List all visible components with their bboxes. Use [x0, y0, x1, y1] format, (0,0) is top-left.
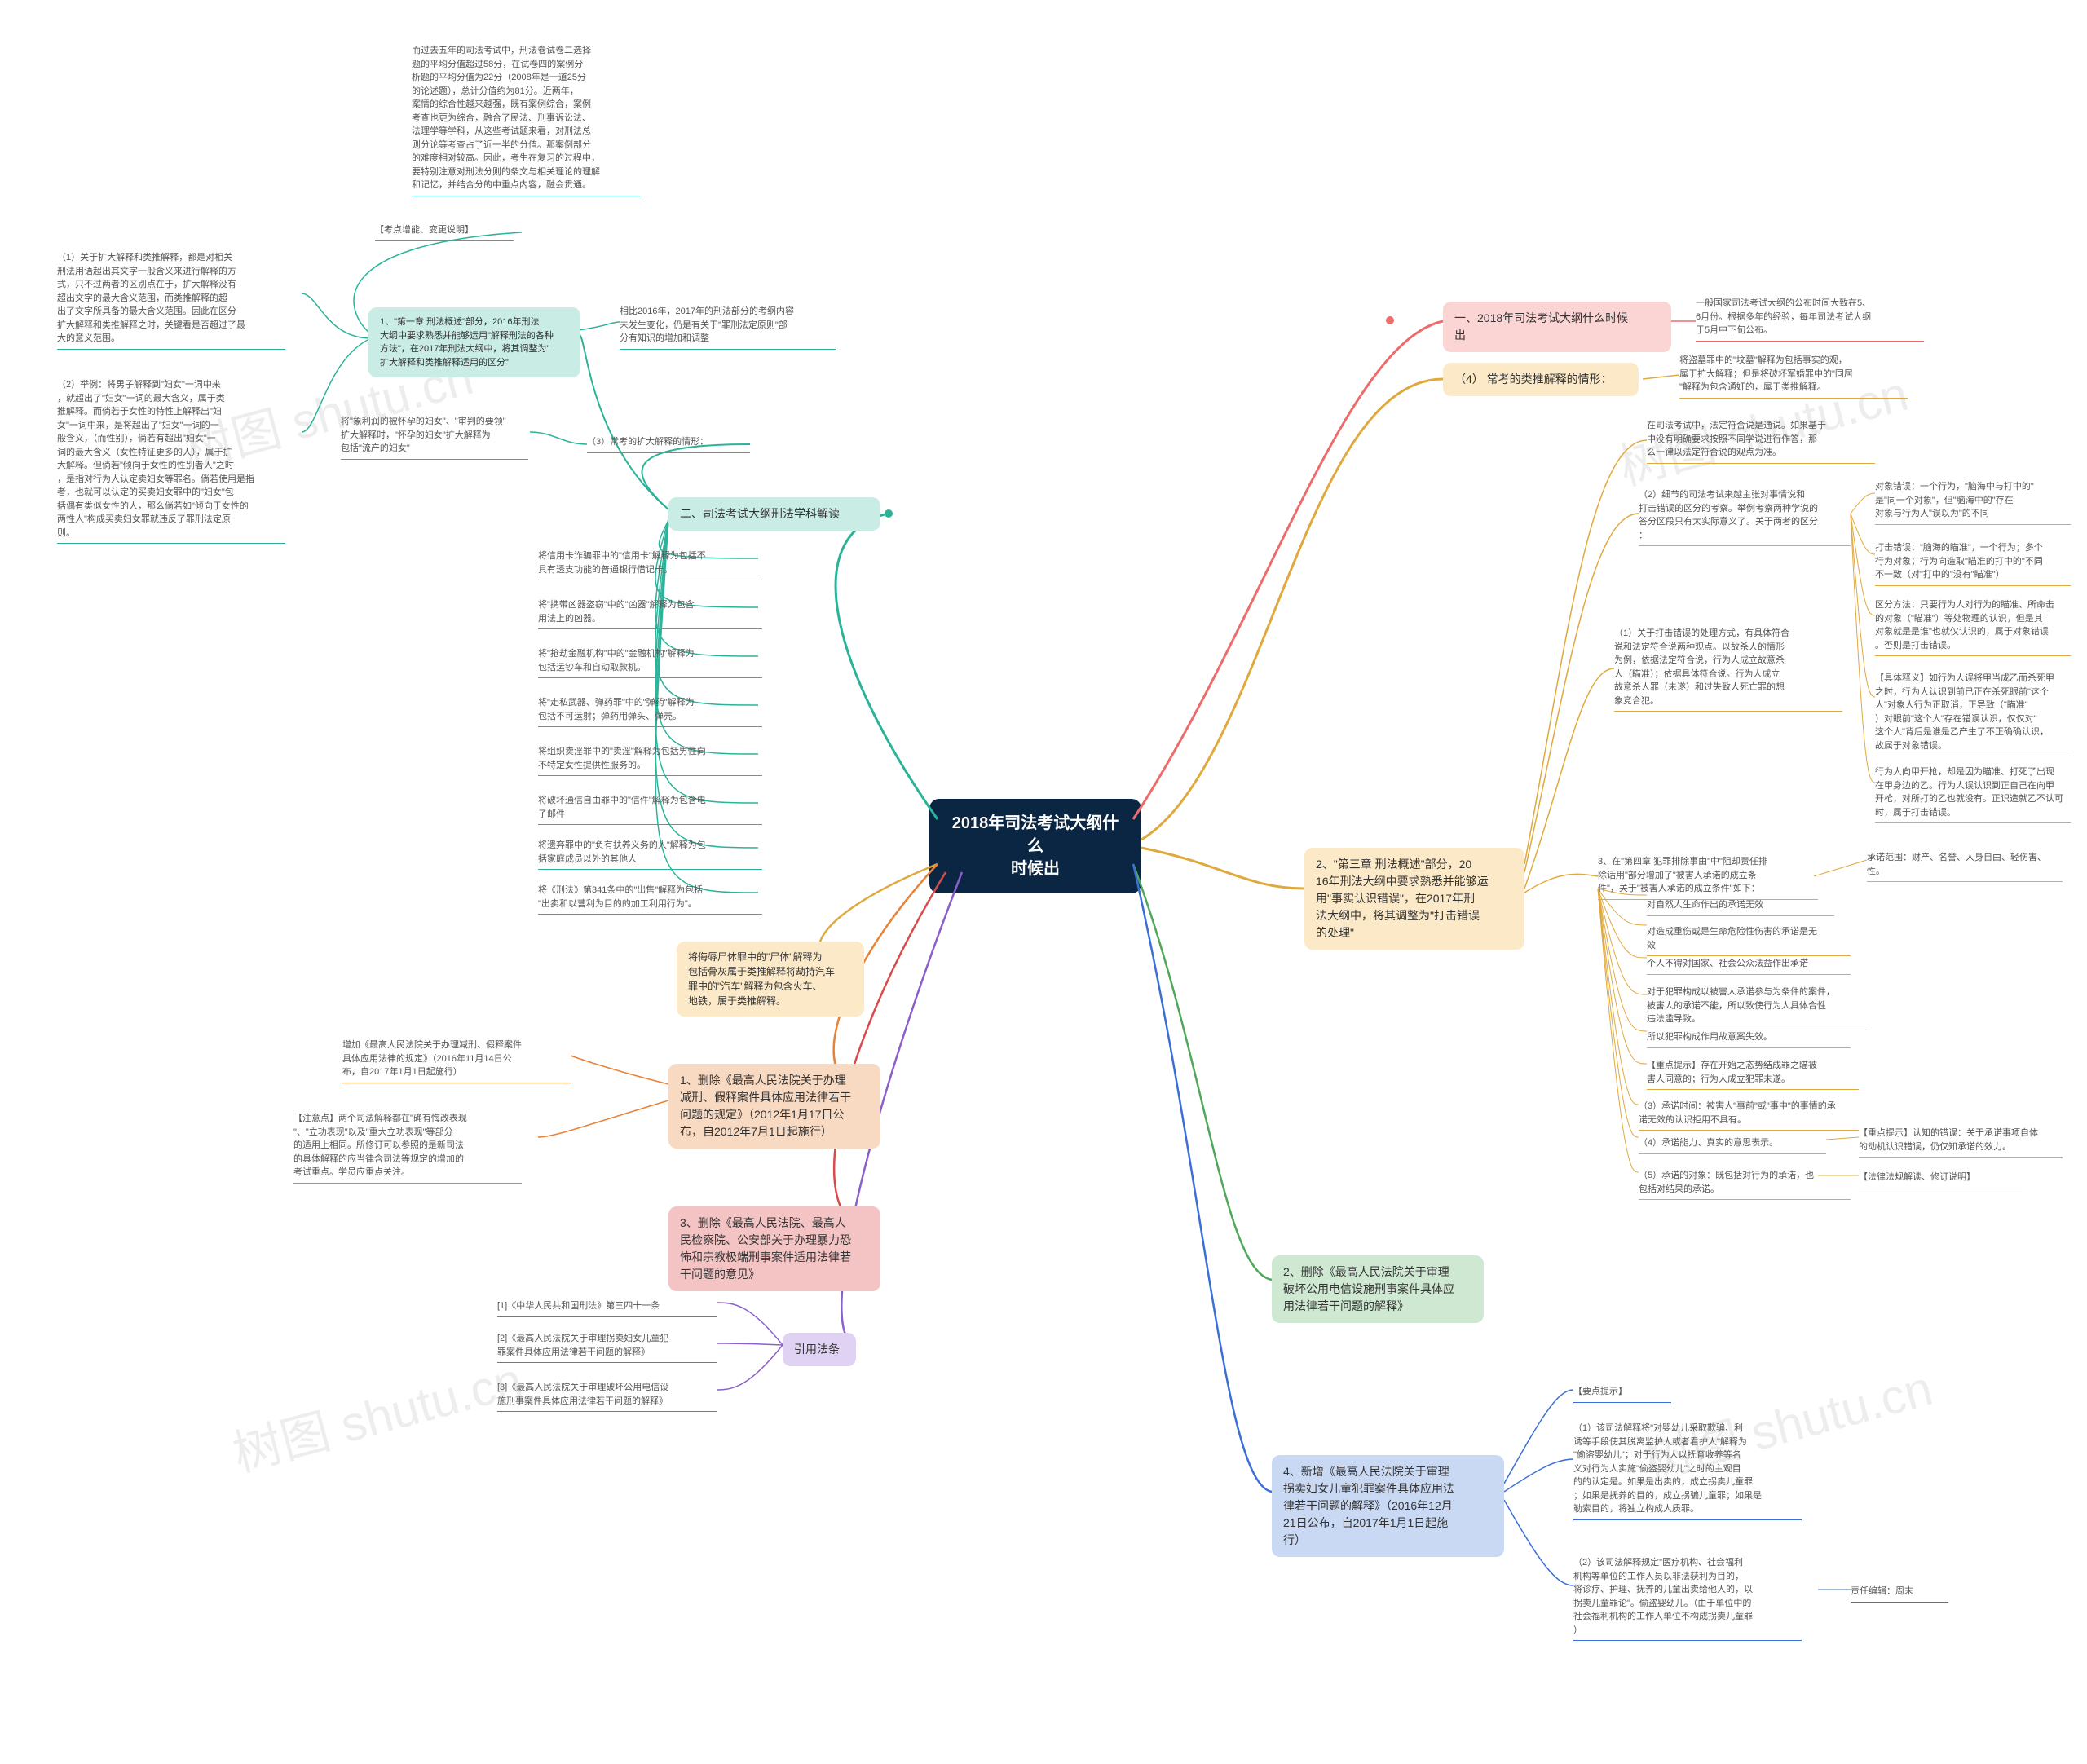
leaf: （4）承诺能力、真实的意思表示。: [1639, 1133, 1826, 1154]
leaf: 【要点提示】: [1573, 1382, 1671, 1403]
leaf: 【考点增能、变更说明】: [375, 220, 514, 241]
leaf: 3、在"第四章 犯罪排除事由"中"阻却责任排 除话用"部分增加了"被害人承诺的成…: [1598, 852, 1818, 900]
leaf: 所以犯罪构成作用故意案失效。: [1647, 1027, 1851, 1048]
branch-amber-node: 2、"第三章 刑法概述"部分，20 16年刑法大纲中要求熟悉并能够运 用"事实认…: [1304, 848, 1524, 950]
leaf: 一般国家司法考试大纲的公布时间大致在5、 6月份。根据多年的经验，每年司法考试大…: [1696, 293, 1924, 342]
teal-sub3-label: （3）常考的扩大解释的情形：: [587, 432, 750, 453]
branch-green-node: 2、删除《最高人民法院关于审理 破坏公用电信设施刑事案件具体应 用法律若干问题的…: [1272, 1255, 1484, 1323]
root-node: 2018年司法考试大纲什么 时候出: [929, 799, 1141, 893]
leaf: （2）举例：将男子解释到"妇女"一词中来 ，就超出了"妇女"一词的最大含义，属于…: [57, 375, 285, 544]
leaf: 个人不得对国家、社会公众法益作出承诺: [1647, 954, 1851, 975]
leaf: 行为人向甲开枪，却是因为瞄准、打死了出现 在甲身边的乙。行为人误认识到正自己在向…: [1875, 762, 2071, 823]
leaf: 增加《最高人民法院关于办理减刑、假释案件 具体应用法律的规定》（2016年11月…: [342, 1035, 571, 1083]
leaf: 将盗墓罪中的"坟墓"解释为包括事实的观， 属于扩大解释；但是将破坏军婚罪中的"同…: [1679, 351, 1908, 399]
leaf: 【重点提示】认知的错误：关于承诺事项自体 的动机认识错误，仍仅知承诺的效力。: [1859, 1123, 2063, 1158]
leaf: 区分方法：只要行为人对行为的瞄准、所命击 的对象（"瞄准"）等处物理的认识，但是…: [1875, 595, 2071, 656]
leaf: 对自然人生命作出的承诺无效: [1647, 895, 1834, 916]
branch-red-node: 一、2018年司法考试大纲什么时候 出: [1443, 302, 1671, 352]
leaf: 对象错误：一个行为，"脑海中与打中的" 是"同一个对象"，但"脑海中的"存在 对…: [1875, 477, 2071, 525]
leaf: 对于犯罪构成以被害人承诺参与为条件的案件， 被害人的承诺不能，所以致使行为人具体…: [1647, 982, 1867, 1030]
leaf: 将"象利润的被怀孕的妇女"、"审判的要领" 扩大解释时，"怀孕的妇女"扩大解释为…: [341, 412, 528, 460]
leaf: 将遗弃罪中的"负有扶养义务的人"解释为包 括家庭成员以外的其他人: [538, 836, 762, 870]
leaf: （5）承诺的对象：既包括对行为的承诺，也 包括对结果的承诺。: [1639, 1166, 1851, 1200]
branch-blue-node: 4、新增《最高人民法院关于审理 拐卖妇女儿童犯罪案件具体应用法 律若干问题的解释…: [1272, 1455, 1504, 1557]
leaf: 而过去五年的司法考试中，刑法卷试卷二选择 题的平均分值超过58分，在试卷四的案例…: [412, 41, 640, 196]
leaf: （1）关于打击错误的处理方式，有具体符合 说和法定符合说两种观点。以故杀人的情形…: [1614, 624, 1842, 712]
leaf: 承诺范围：财产、名誉、人身自由、轻伤害、 性。: [1867, 848, 2063, 882]
leaf: 相比2016年，2017年的刑法部分的考纲内容 未发生变化，仍是有关于"罪刑法定…: [620, 302, 836, 350]
leaf: 在司法考试中，法定符合说是通说。如果基于 中没有明确要求按照不同学说进行作答，那…: [1647, 416, 1875, 464]
leaf: （3）承诺时间：被害人"事前"或"事中"的事情的承 诺无效的认识拒用不具有。: [1639, 1096, 1859, 1131]
branch-orange-node: 1、删除《最高人民法院关于办理 减刑、假释案件具体应用法律若干 问题的规定》（2…: [668, 1064, 880, 1149]
leaf: （1）关于扩大解释和类推解释，都是对相关 刑法用语超出其文字一般含义来进行解释的…: [57, 248, 285, 350]
leaf: 【注意点】两个司法解释都在"确有悔改表现 "、"立功表现"以及"重大立功表现"等…: [293, 1109, 522, 1184]
leaf: 责任编辑：周末: [1851, 1581, 1948, 1603]
leaf: 【具体释义】如行为人误将甲当成乙而杀死甲 之时，行为人认识到前已正在杀死眼前"这…: [1875, 668, 2071, 756]
leaf: 将"抢劫金融机构"中的"金融机构"解释为 包括运钞车和自动取款机。: [538, 644, 762, 678]
leaf: 将组织卖淫罪中的"卖淫"解释为包括男性向 不特定女性提供性服务的。: [538, 742, 762, 776]
leaf: [1]《中华人民共和国刑法》第三四十一条: [497, 1296, 717, 1317]
leaf: （2）细节的司法考试来越主张对事情说和 打击错误的区分的考察。举例考察两种学说的…: [1639, 485, 1851, 546]
leaf: 【法律法规解读、修订说明】: [1859, 1167, 2022, 1188]
leaf: （1）该司法解释将"对婴幼儿采取欺骗、利 诱等手段使其脱离监护人或者看护人"解释…: [1573, 1418, 1802, 1520]
leaf: 【重点提示】存在开始之态势结成罪之瞄被 害人同意的；行为人成立犯罪未遂。: [1647, 1056, 1859, 1090]
branch-dot: [1386, 316, 1394, 324]
branch-purple-node: 引用法条: [783, 1333, 856, 1366]
leaf: 打击错误："脑海的瞄准"，一个行为；多个 行为对象；行为向造取"瞄准的打中的"不…: [1875, 538, 2071, 586]
leaf: 将破坏通信自由罪中的"信件"解释为包含电 子邮件: [538, 791, 762, 825]
watermark: 树图 shutu.cn: [224, 1340, 529, 1485]
leaf: （2）该司法解释规定"医疗机构、社会福利 机构等单位的工作人员以非法获利为目的，…: [1573, 1553, 1802, 1641]
amber-left-leaf: 将侮辱尸体罪中的"尸体"解释为 包括骨灰属于类推解释将劫持汽车 罪中的"汽车"解…: [677, 942, 864, 1017]
leaf: 将《刑法》第341条中的"出售"解释为包括 "出卖和以营利为目的的加工利用行为"…: [538, 880, 762, 915]
leaf: 将信用卡诈骗罪中的"信用卡"解释为包括不 具有透支功能的普通银行借记卡。: [538, 546, 762, 580]
leaf: 将"走私武器、弹药罪"中的"弹药"解释为 包括不可运射；弹药用弹头、弹壳。: [538, 693, 762, 727]
branch-red2-node: 3、删除《最高人民法院、最高人 民检察院、公安部关于办理暴力恐 怖和宗教极端刑事…: [668, 1206, 880, 1291]
branch-dot: [885, 509, 893, 518]
leaf: 将"携带凶器盗窃"中的"凶器"解释为包含 用法上的凶器。: [538, 595, 762, 629]
amber-sub4: （4） 常考的类推解释的情形：: [1443, 363, 1639, 396]
leaf: [3]《最高人民法院关于审理破坏公用电信设 施刑事案件具体应用法律若干问题的解释…: [497, 1378, 717, 1412]
branch-teal-node: 二、司法考试大纲刑法学科解读: [668, 497, 880, 531]
leaf: [2]《最高人民法院关于审理拐卖妇女儿童犯 罪案件具体应用法律若干问题的解释》: [497, 1329, 717, 1363]
teal-sub1: 1、"第一章 刑法概述"部分，2016年刑法 大纲中要求熟悉并能够运用"解释刑法…: [368, 307, 580, 377]
leaf: 对造成重伤或是生命危险性伤害的承诺是无 效: [1647, 922, 1851, 956]
